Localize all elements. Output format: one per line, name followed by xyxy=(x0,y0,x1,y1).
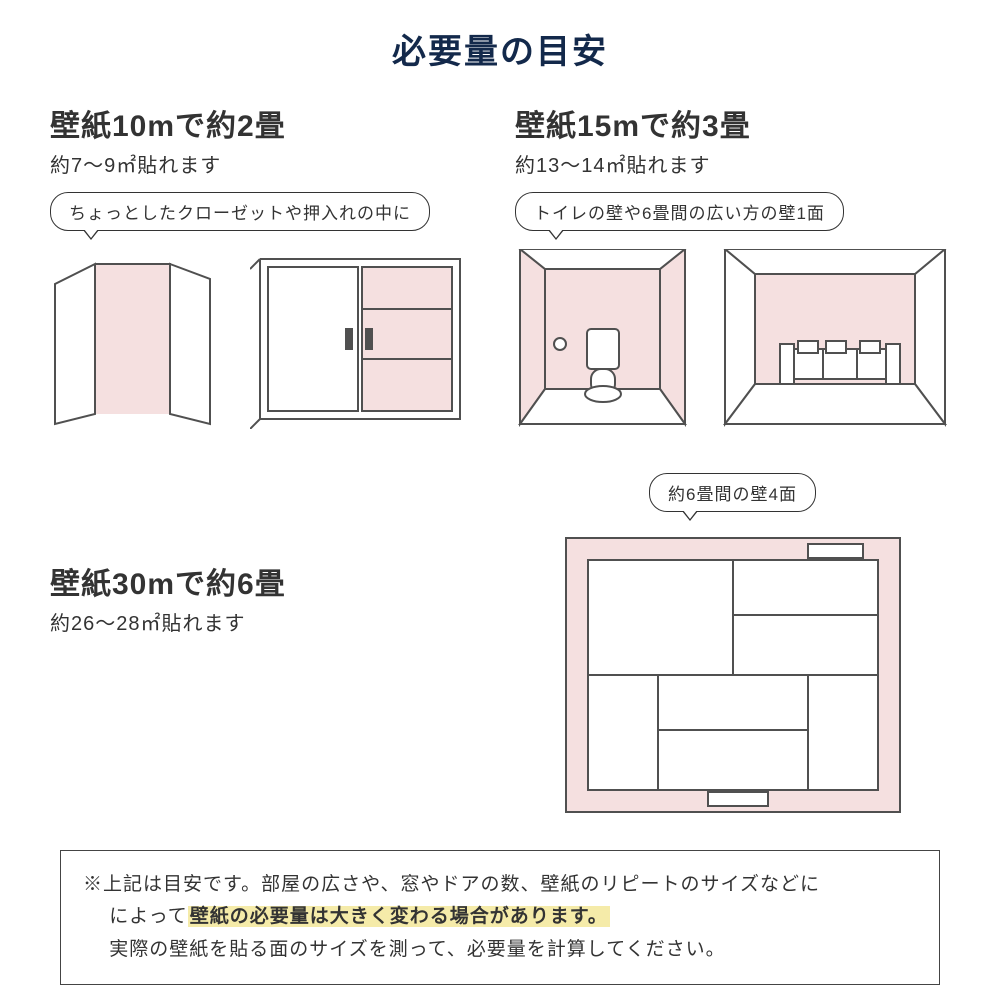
room-floorplan-icon xyxy=(558,530,908,820)
section-15m-bubble: トイレの壁や6畳間の広い方の壁1面 xyxy=(515,192,844,231)
section-15m-sub: 約13～14㎡貼れます xyxy=(515,149,950,178)
toilet-room-icon xyxy=(515,249,690,429)
section-10m-bubble: ちょっとしたクローゼットや押入れの中に xyxy=(50,192,430,231)
section-10m-sub: 約7～9㎡貼れます xyxy=(50,149,475,178)
section-30m-text: 壁紙30mで約6畳 約26～28㎡貼れます xyxy=(50,459,475,820)
section-30m-heading: 壁紙30mで約6畳 xyxy=(50,559,475,603)
note-box: ※上記は目安です。部屋の広さや、窓やドアの数、壁紙のリピートのサイズなどに によ… xyxy=(60,850,940,985)
closet-open-icon xyxy=(50,249,220,429)
sections-grid: 壁紙10mで約2畳 約7～9㎡貼れます ちょっとしたクローゼットや押入れの中に xyxy=(50,101,950,820)
section-30m-sub: 約26～28㎡貼れます xyxy=(50,607,475,636)
note-line-1: ※上記は目安です。部屋の広さや、窓やドアの数、壁紙のリピートのサイズなどに xyxy=(83,869,917,901)
sliding-closet-icon xyxy=(250,249,470,429)
note-highlight: 壁紙の必要量は大きく変わる場合があります。 xyxy=(188,906,610,927)
section-30m-bubble: 約6畳間の壁4面 xyxy=(649,473,816,512)
room-one-wall-icon xyxy=(720,249,950,429)
section-15m: 壁紙15mで約3畳 約13～14㎡貼れます トイレの壁や6畳間の広い方の壁1面 xyxy=(515,101,950,429)
main-title: 必要量の目安 xyxy=(50,0,950,101)
section-15m-illustrations xyxy=(515,249,950,429)
section-10m: 壁紙10mで約2畳 約7～9㎡貼れます ちょっとしたクローゼットや押入れの中に xyxy=(50,101,475,429)
section-30m-illustration: 約6畳間の壁4面 xyxy=(515,459,950,820)
section-10m-heading: 壁紙10mで約2畳 xyxy=(50,101,475,145)
section-10m-illustrations xyxy=(50,249,475,429)
infographic-container: 必要量の目安 壁紙10mで約2畳 約7～9㎡貼れます ちょっとしたクローゼットや… xyxy=(0,0,1000,985)
section-15m-heading: 壁紙15mで約3畳 xyxy=(515,101,950,145)
note-line-2: によって壁紙の必要量は大きく変わる場合があります。 xyxy=(83,901,917,933)
note-line-2-prefix: によって xyxy=(83,906,188,927)
note-line-3: 実際の壁紙を貼る面のサイズを測って、必要量を計算してください。 xyxy=(83,934,917,966)
